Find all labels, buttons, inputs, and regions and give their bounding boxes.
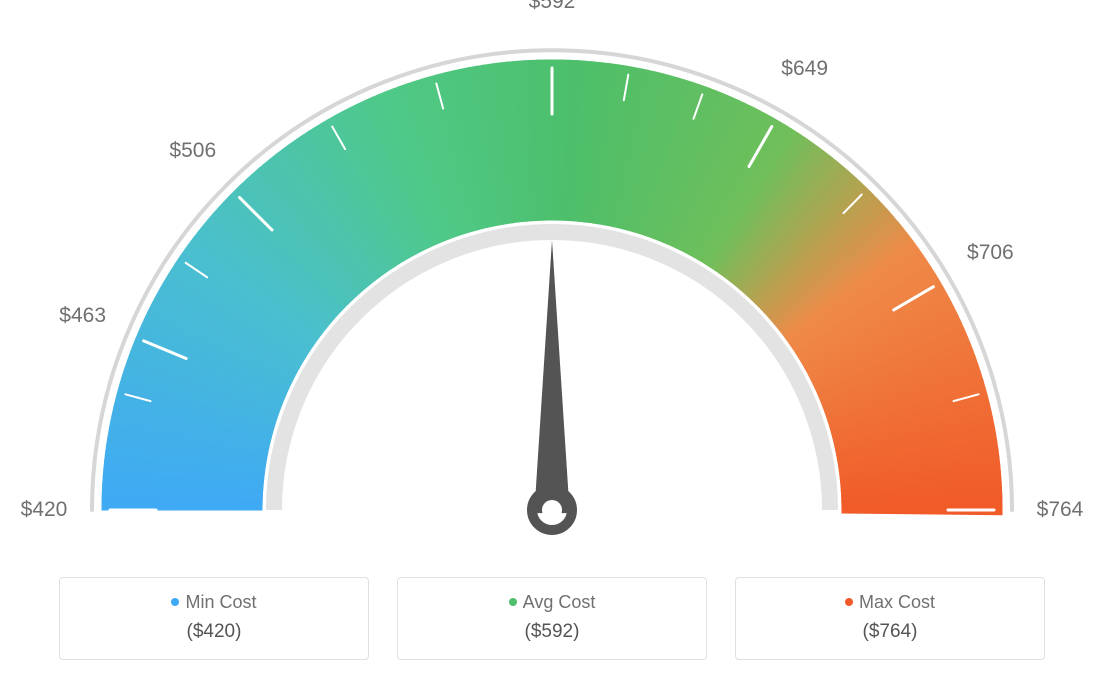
legend-value: ($420) [60, 621, 368, 643]
legend-card: Avg Cost ($592) [397, 577, 707, 660]
legend-title-text: Avg Cost [523, 592, 596, 612]
gauge-tick-label: $420 [21, 498, 68, 522]
legend-dot-icon [171, 598, 179, 606]
legend-title: Min Cost [60, 592, 368, 613]
gauge-tick-label: $463 [59, 304, 106, 328]
gauge-tick-label: $706 [967, 241, 1014, 265]
legend-title: Avg Cost [398, 592, 706, 613]
legend-title-text: Min Cost [185, 592, 256, 612]
legend-value: ($764) [736, 621, 1044, 643]
legend-title: Max Cost [736, 592, 1044, 613]
legend-card: Min Cost ($420) [59, 577, 369, 660]
gauge-tick-label: $506 [169, 139, 216, 163]
gauge-tick-label: $649 [781, 57, 828, 81]
legend-row: Min Cost ($420) Avg Cost ($592) Max Cost ($76… [0, 577, 1104, 660]
legend-title-text: Max Cost [859, 592, 935, 612]
legend-value: ($592) [398, 621, 706, 643]
legend-dot-icon [845, 598, 853, 606]
gauge-tick-label: $764 [1037, 498, 1084, 522]
legend-card: Max Cost ($764) [735, 577, 1045, 660]
gauge-tick-label: $592 [529, 0, 576, 14]
cost-gauge: $420 $463 $506 $592 $649 $706 $764 [0, 0, 1104, 560]
legend-dot-icon [509, 598, 517, 606]
gauge-svg [0, 0, 1104, 560]
